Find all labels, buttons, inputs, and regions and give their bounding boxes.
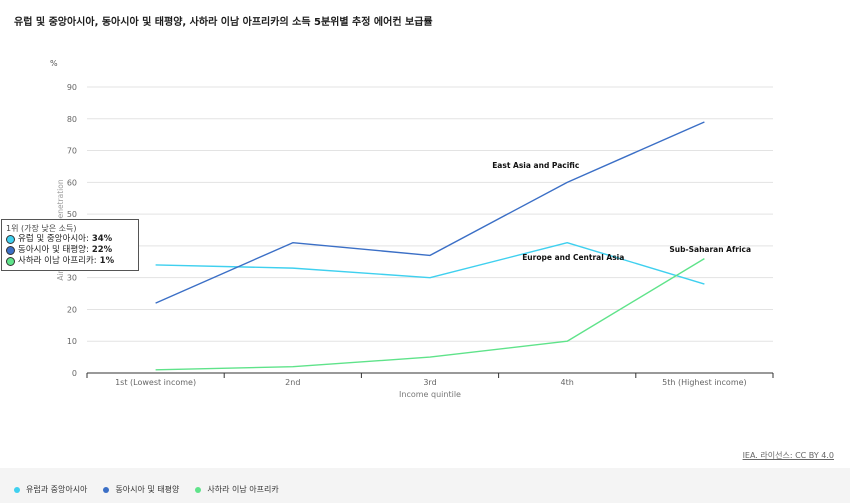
x-axis-title: Income quintile bbox=[399, 390, 461, 399]
y-tick-label: 80 bbox=[67, 115, 77, 124]
series-color-dot bbox=[6, 235, 15, 244]
x-tick-label: 1st (Lowest income) bbox=[115, 378, 196, 387]
y-tick-label: 60 bbox=[67, 178, 77, 187]
tooltip-row: 동아시아 및 태평양: 22% bbox=[6, 245, 134, 256]
y-tick-label: 0 bbox=[72, 369, 77, 378]
tooltip-label: 사하라 이남 아프리카: bbox=[18, 256, 97, 266]
y-unit-label: % bbox=[50, 59, 58, 68]
y-tick-label: 70 bbox=[67, 147, 77, 156]
tooltip-row: 유럽 및 중앙아시아: 34% bbox=[6, 234, 134, 245]
x-tick-label: 2nd bbox=[285, 378, 300, 387]
series-line-0 bbox=[155, 242, 705, 285]
x-tick-label: 3rd bbox=[423, 378, 436, 387]
tooltip-row: 사하라 이남 아프리카: 1% bbox=[6, 256, 134, 267]
series-annotation: Europe and Central Asia bbox=[522, 253, 624, 262]
tooltip-label: 동아시아 및 태평양: bbox=[18, 245, 89, 255]
legend-item-africa[interactable]: 사하라 이남 아프리카 bbox=[195, 484, 279, 495]
series-color-dot bbox=[6, 246, 15, 255]
series-color-dot bbox=[6, 257, 15, 266]
legend-item-east-asia[interactable]: 동아시아 및 태평양 bbox=[103, 484, 179, 495]
legend-label: 유럽과 중앙아시아 bbox=[26, 485, 88, 494]
series-annotation: East Asia and Pacific bbox=[492, 161, 579, 170]
chart-card: 유럽 및 중앙아시아, 동아시아 및 태평양, 사하라 이남 아프리카의 소득 … bbox=[0, 0, 850, 468]
legend-dot bbox=[103, 486, 110, 493]
legend-item-europe[interactable]: 유럽과 중앙아시아 bbox=[14, 484, 87, 495]
y-tick-label: 90 bbox=[67, 83, 77, 92]
x-tick-label: 4th bbox=[561, 378, 574, 387]
tooltip-value: 22% bbox=[91, 245, 113, 255]
x-tick-label: 5th (Highest income) bbox=[662, 378, 747, 387]
tooltip-value: 1% bbox=[99, 256, 115, 266]
series-line-1 bbox=[155, 121, 705, 304]
y-tick-label: 50 bbox=[67, 210, 77, 219]
y-tick-label: 10 bbox=[67, 337, 77, 346]
legend-label: 사하라 이남 아프리카 bbox=[207, 485, 279, 494]
legend-dot bbox=[14, 486, 20, 493]
chart-legend: 유럽과 중앙아시아 동아시아 및 태평양 사하라 이남 아프리카 bbox=[14, 484, 279, 495]
legend-label: 동아시아 및 태평양 bbox=[115, 485, 180, 494]
y-tick-label: 20 bbox=[67, 305, 77, 314]
legend-dot bbox=[195, 486, 202, 493]
tooltip-label: 유럽 및 중앙아시아: bbox=[18, 234, 89, 244]
series-line-2 bbox=[155, 258, 705, 371]
chart-title: 유럽 및 중앙아시아, 동아시아 및 태평양, 사하라 이남 아프리카의 소득 … bbox=[14, 17, 433, 28]
series-annotation: Sub-Saharan Africa bbox=[669, 245, 751, 254]
line-chart: 0102030405060708090%Air conditioner pene… bbox=[50, 59, 774, 399]
tooltip-value: 34% bbox=[91, 234, 113, 244]
y-tick-label: 30 bbox=[67, 274, 77, 283]
hover-tooltip: 1위 (가장 낮은 소득) 유럽 및 중앙아시아: 34% 동아시아 및 태평양… bbox=[1, 219, 139, 271]
source-license-link[interactable]: IEA. 라이선스: CC BY 4.0 bbox=[742, 451, 834, 460]
tooltip-header: 1위 (가장 낮은 소득) bbox=[6, 224, 77, 233]
